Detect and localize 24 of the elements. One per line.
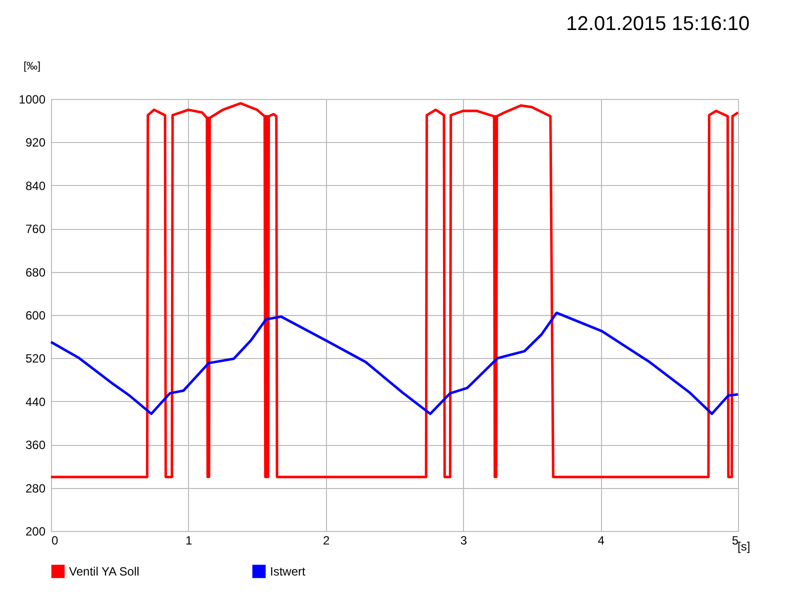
legend-label: Istwert <box>270 564 306 578</box>
y-tick-label: 840 <box>25 178 46 193</box>
y-tick-label: 760 <box>25 222 46 236</box>
x-tick-label: 3 <box>460 534 468 548</box>
y-tick-label: 520 <box>25 352 46 366</box>
y-tick-label: 440 <box>25 394 46 409</box>
y-axis-title: [‰] <box>24 60 41 72</box>
chart-title: 12.01.2015 15:16:10 <box>566 13 750 35</box>
y-tick-label: 280 <box>25 481 46 496</box>
x-axis-title: [s] <box>738 540 750 554</box>
x-tick-label: 1 <box>186 534 193 548</box>
x-tick-label: 0 <box>52 534 58 548</box>
y-tick-label: 680 <box>25 265 46 280</box>
y-tick-label: 200 <box>25 524 46 538</box>
y-tick-label: 600 <box>25 308 46 322</box>
x-tick-label: 5 <box>732 534 739 548</box>
x-tick-label: 4 <box>598 534 605 548</box>
y-tick-label: 920 <box>25 136 46 150</box>
line-series <box>50 312 740 416</box>
y-tick-label: 1000 <box>18 92 46 106</box>
y-tick-label: 360 <box>25 438 46 452</box>
legend-label: Ventil YA Soll <box>69 564 140 578</box>
x-tick-label: 2 <box>322 534 330 548</box>
line-series <box>50 102 740 478</box>
